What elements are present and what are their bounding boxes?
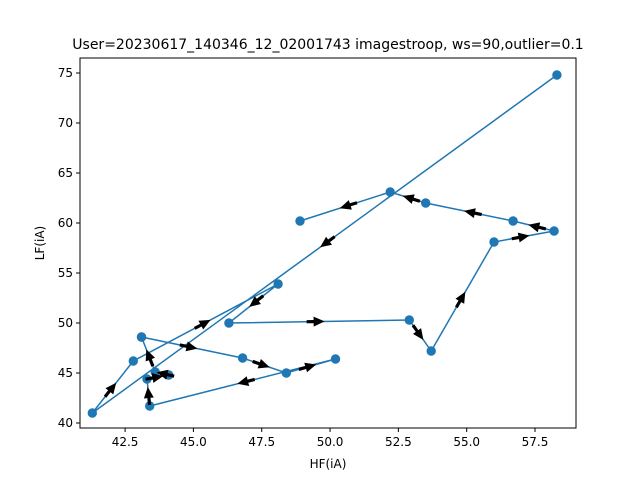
direction-arrow <box>455 291 466 309</box>
data-point <box>421 198 431 208</box>
x-tick-label: 47.5 <box>248 435 275 449</box>
data-point <box>237 353 248 363</box>
data-point <box>128 356 139 366</box>
data-point <box>426 346 436 356</box>
direction-arrow <box>145 349 155 367</box>
x-tick-label: 55.0 <box>453 435 480 449</box>
data-point <box>552 70 562 80</box>
data-point <box>87 408 98 418</box>
direction-arrow <box>320 235 336 248</box>
direction-arrow <box>249 294 265 307</box>
direction-arrow <box>143 387 154 406</box>
x-tick-label: 50.0 <box>317 435 344 449</box>
direction-arrow <box>306 316 325 327</box>
x-tick-label: 57.5 <box>522 435 549 449</box>
direction-arrow <box>156 369 175 380</box>
data-point <box>273 279 283 289</box>
direction-arrow <box>179 341 198 352</box>
y-tick-label: 75 <box>58 66 73 80</box>
direction-arrow <box>145 373 164 383</box>
y-axis-label: LF(iA) <box>33 226 47 261</box>
direction-arrow <box>298 362 317 373</box>
x-axis-label: HF(iA) <box>310 457 347 471</box>
direction-arrow <box>103 382 117 398</box>
direction-arrow <box>528 222 547 233</box>
chart-title: User=20230617_140346_12_02001743 imagest… <box>72 37 583 53</box>
y-tick-label: 45 <box>58 366 73 380</box>
axis-ticks: 42.5 45.0 47.5 50.0 52.5 55.0 57.5 40 45 50 55 60 65… <box>58 66 549 449</box>
y-tick-label: 50 <box>58 316 73 330</box>
direction-arrow <box>193 319 211 330</box>
direction-arrow <box>402 194 421 204</box>
data-point <box>136 332 147 342</box>
direction-arrow <box>252 359 270 369</box>
data-point <box>295 216 305 226</box>
data-point <box>549 226 559 236</box>
direction-arrow <box>339 200 358 210</box>
data-point <box>489 237 499 247</box>
y-tick-label: 40 <box>58 416 73 430</box>
data-point <box>404 315 414 325</box>
y-tick-label: 70 <box>58 116 73 130</box>
y-tick-label: 55 <box>58 266 73 280</box>
x-tick-label: 45.0 <box>180 435 207 449</box>
data-point <box>330 354 341 364</box>
x-tick-label: 52.5 <box>385 435 412 449</box>
direction-arrow <box>411 324 424 340</box>
x-tick-label: 42.5 <box>112 435 139 449</box>
data-point <box>508 216 518 226</box>
direction-arrows <box>103 194 547 406</box>
data-point <box>281 368 291 378</box>
direction-arrow <box>464 208 482 218</box>
data-point <box>385 187 395 197</box>
direction-arrow <box>511 232 530 243</box>
plot-frame <box>79 57 577 429</box>
direction-arrow <box>237 376 256 386</box>
y-tick-label: 65 <box>58 166 73 180</box>
data-point <box>224 318 234 328</box>
y-tick-label: 60 <box>58 216 73 230</box>
